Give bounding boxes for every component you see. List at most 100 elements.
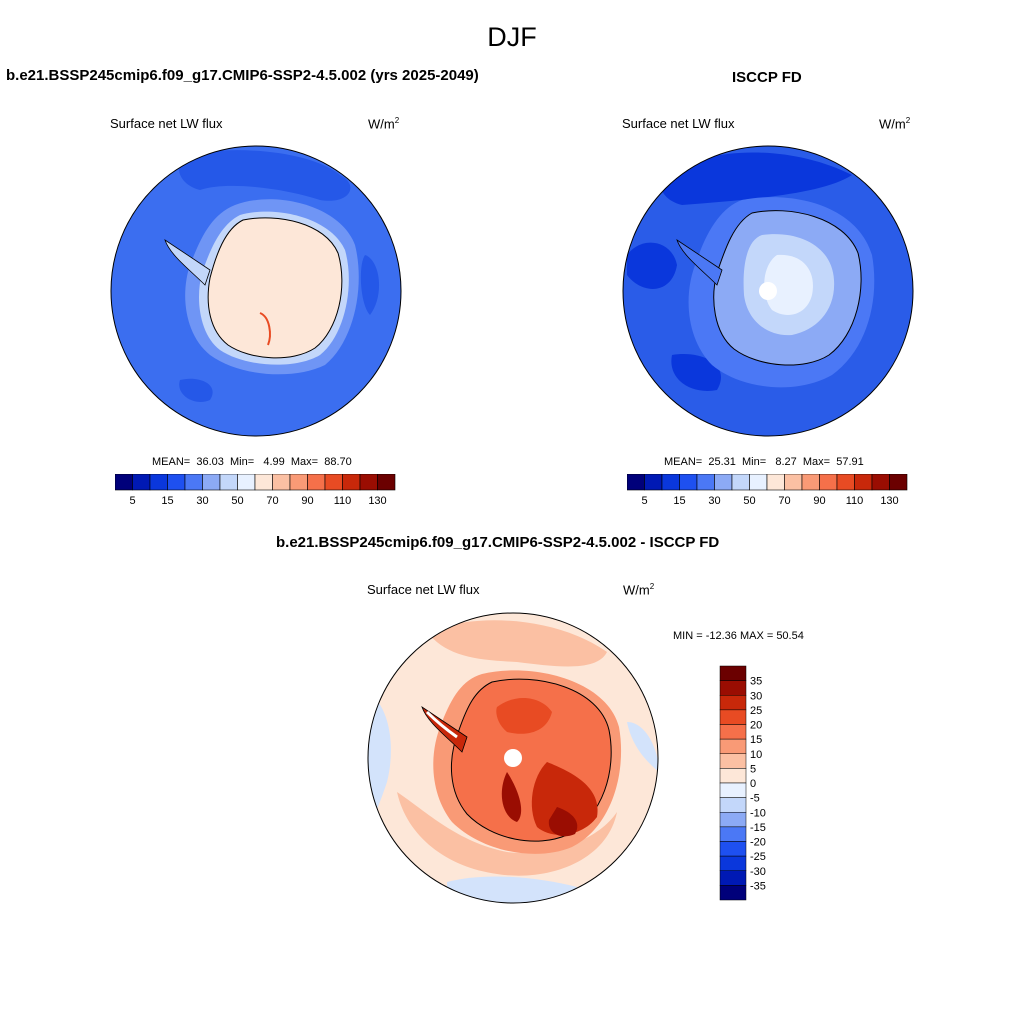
panel3-colorbar-box: [719, 855, 747, 871]
panel1-colorbar-box: [307, 474, 326, 491]
panel2-colorbar-tick-label: 70: [778, 495, 790, 507]
panel3-colorbar-tick-label: 10: [750, 749, 762, 761]
panel3-colorbar-tick-label: -25: [750, 851, 766, 863]
panel3-colorbar-tick-label: 35: [750, 676, 762, 688]
panel3-colorbar-tick-label: -15: [750, 822, 766, 834]
panel1-colorbar-box: [237, 474, 256, 491]
panel1-colorbar-tick-label: 30: [196, 495, 208, 507]
panel3-colorbar-box: [719, 782, 747, 798]
panel3-hot-area4: [501, 772, 522, 822]
panel1-colorbar-box: [219, 474, 238, 491]
panel3-colorbar-tick-label: -35: [750, 880, 766, 892]
panel3-hot-area3: [548, 807, 578, 837]
panel1-colorbar-box: [377, 474, 396, 491]
panel1-antarctica: [207, 217, 343, 359]
panel1-colorbar-tick-label: 70: [266, 495, 278, 507]
panel1-ocean-patch: [360, 255, 380, 315]
panel3-colorbar-box: [719, 768, 747, 784]
panel2-colorbar-box: [714, 474, 733, 491]
panel1-colorbar: 5 15 30 50 70 90 110 130: [115, 474, 396, 507]
panel1-hotspot: [259, 312, 271, 346]
panel3-colorbar-box: [719, 680, 747, 696]
panel3-colorbar-box: [719, 724, 747, 740]
panel3-hot-area: [496, 697, 552, 734]
panel3-colorbar-box: [719, 812, 747, 828]
panel3-colorbar-tick-label: -10: [750, 807, 766, 819]
panel3-colorbar-box: [719, 753, 747, 769]
panel3-colorbar-tick-label: 30: [750, 690, 762, 702]
panel3-positive-band2: [397, 792, 617, 876]
panel2-colorbar-box: [661, 474, 680, 491]
panel2-colorbar: 5 15 30 50 70 90 110 130: [627, 474, 908, 507]
panel3-colorbar: 35 30 25 20 15 10 5 0 -5 -10 -15 -20 -25 -30 -35: [719, 665, 766, 901]
panel3-colorbar-tick-label: 5: [750, 763, 756, 775]
panel3-peninsula-edge: [425, 710, 458, 739]
panel3-colorbar-box: [719, 797, 747, 813]
panel2-pole-gap: [759, 282, 777, 300]
panel1-colorbar-box: [342, 474, 361, 491]
panel3-colorbar-tick-label: 15: [750, 734, 762, 746]
panel1-colorbar-box: [289, 474, 308, 491]
panel3-colorbar-box: [719, 841, 747, 857]
panel2-colorbar-box: [644, 474, 663, 491]
panel2-map-border: [622, 145, 914, 437]
panel2-colorbar-box: [854, 474, 873, 491]
panel2-colorbar-box: [889, 474, 908, 491]
panel3-units-label: W/m2: [623, 582, 655, 598]
panel3-pole-gap: [504, 749, 522, 767]
panel1-colorbar-box: [184, 474, 203, 491]
panel3-colorbar-box: [719, 738, 747, 754]
panel3-negative-area2: [627, 722, 658, 772]
panel3-hot-area2: [531, 762, 598, 835]
panel2-colorbar-tick-label: 15: [673, 495, 685, 507]
panel2-ocean-patch2: [671, 354, 721, 391]
panel2-colorbar-tick-label: 50: [743, 495, 755, 507]
panel1-colorbar-tick-label: 50: [231, 495, 243, 507]
panel2-colorbar-box: [784, 474, 803, 491]
panel3-polar-map: [367, 612, 659, 904]
panel2-colorbar-box: [749, 474, 768, 491]
panel1-colorbar-tick-label: 130: [368, 495, 386, 507]
panel1-units-label: W/m2: [368, 116, 400, 132]
panel1-colorbar-box: [324, 474, 343, 491]
panel1-colorbar-box: [359, 474, 378, 491]
panel2-colorbar-box: [627, 474, 645, 491]
panel3-negative-area3: [447, 876, 577, 903]
panel2-colorbar-tick-label: 130: [880, 495, 898, 507]
panel2-colorbar-box: [819, 474, 838, 491]
panel1-ocean-band: [179, 150, 351, 201]
panel3-stats: MIN = -12.36 MAX = 50.54: [673, 630, 804, 642]
panel3-colorbar-box: [719, 885, 747, 901]
panel3-colorbar-tick-label: -20: [750, 837, 766, 849]
panel2-colorbar-tick-label: 110: [846, 495, 864, 507]
panel2-colorbar-box: [679, 474, 698, 491]
panel1-title: b.e21.BSSP245cmip6.f09_g17.CMIP6-SSP2-4.…: [6, 67, 479, 84]
panel3-colorbar-box: [719, 695, 747, 711]
panel2-colorbar-box: [731, 474, 750, 491]
panel2-colorbar-tick-label: 30: [708, 495, 720, 507]
panel3-colorbar-tick-label: -30: [750, 866, 766, 878]
panel2-colorbar-tick-label: 90: [813, 495, 825, 507]
panel1-colorbar-tick-label: 5: [129, 495, 135, 507]
panel1-colorbar-box: [272, 474, 291, 491]
panel3-colorbar-tick-label: 20: [750, 720, 762, 732]
panel2-colorbar-box: [836, 474, 855, 491]
panel1-variable-label: Surface net LW flux: [110, 116, 223, 131]
panel1-map-border: [110, 145, 402, 437]
panel2-variable-label: Surface net LW flux: [622, 116, 735, 131]
panel1-peninsula: [164, 239, 211, 286]
panel3-colorbar-box: [719, 870, 747, 886]
panel1-polar-map: [110, 145, 402, 437]
panel3-variable-label: Surface net LW flux: [367, 582, 480, 597]
panel3-colorbar-tick-label: 0: [750, 778, 756, 790]
panel2-ocean-patch: [627, 242, 677, 289]
panel3-title: b.e21.BSSP245cmip6.f09_g17.CMIP6-SSP2-4.…: [276, 534, 720, 551]
panel2-units-label: W/m2: [879, 116, 911, 132]
panel1-colorbar-box: [149, 474, 168, 491]
panel1-colorbar-tick-label: 15: [161, 495, 173, 507]
panel3-colorbar-box: [719, 665, 747, 681]
panel2-ocean-band: [660, 152, 852, 205]
panel2-stats: MEAN= 25.31 Min= 8.27 Max= 57.91: [664, 456, 864, 468]
panel1-colorbar-box: [202, 474, 221, 491]
panel1-stats: MEAN= 36.03 Min= 4.99 Max= 88.70: [152, 456, 352, 468]
